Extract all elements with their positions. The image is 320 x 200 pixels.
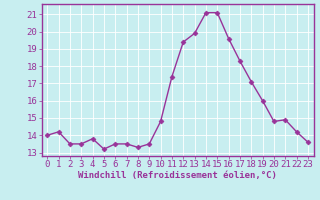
X-axis label: Windchill (Refroidissement éolien,°C): Windchill (Refroidissement éolien,°C) xyxy=(78,171,277,180)
